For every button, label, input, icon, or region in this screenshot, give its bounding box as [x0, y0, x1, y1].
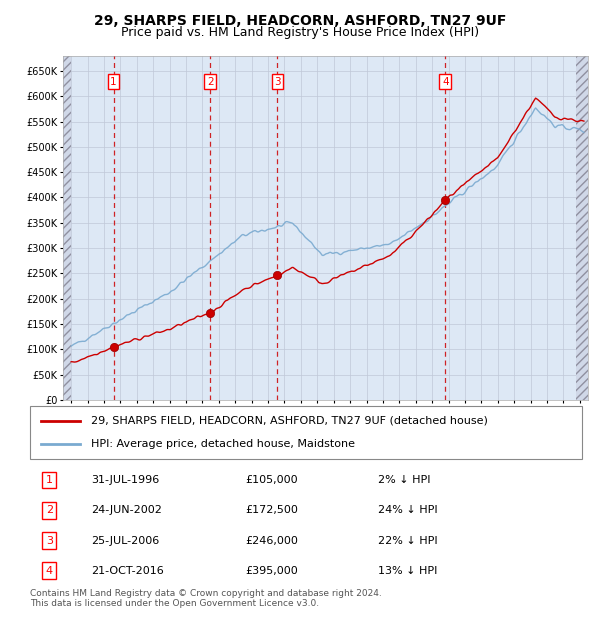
Text: 24% ↓ HPI: 24% ↓ HPI	[378, 505, 437, 515]
Text: HPI: Average price, detached house, Maidstone: HPI: Average price, detached house, Maid…	[91, 439, 355, 449]
Text: Contains HM Land Registry data © Crown copyright and database right 2024.
This d: Contains HM Land Registry data © Crown c…	[30, 589, 382, 608]
Text: 21-OCT-2016: 21-OCT-2016	[91, 566, 163, 576]
Text: 31-JUL-1996: 31-JUL-1996	[91, 475, 159, 485]
Text: 2% ↓ HPI: 2% ↓ HPI	[378, 475, 430, 485]
Text: 13% ↓ HPI: 13% ↓ HPI	[378, 566, 437, 576]
Text: 24-JUN-2002: 24-JUN-2002	[91, 505, 161, 515]
Text: £246,000: £246,000	[245, 536, 298, 546]
Text: 3: 3	[274, 77, 281, 87]
Text: Price paid vs. HM Land Registry's House Price Index (HPI): Price paid vs. HM Land Registry's House …	[121, 26, 479, 39]
Text: 2: 2	[207, 77, 214, 87]
Bar	[63, 56, 71, 400]
Text: 2: 2	[46, 505, 53, 515]
Text: £395,000: £395,000	[245, 566, 298, 576]
Text: 3: 3	[46, 536, 53, 546]
FancyBboxPatch shape	[30, 406, 582, 459]
Text: 29, SHARPS FIELD, HEADCORN, ASHFORD, TN27 9UF: 29, SHARPS FIELD, HEADCORN, ASHFORD, TN2…	[94, 14, 506, 28]
Text: 4: 4	[442, 77, 449, 87]
Text: 1: 1	[46, 475, 53, 485]
Text: 25-JUL-2006: 25-JUL-2006	[91, 536, 159, 546]
Text: 29, SHARPS FIELD, HEADCORN, ASHFORD, TN27 9UF (detached house): 29, SHARPS FIELD, HEADCORN, ASHFORD, TN2…	[91, 416, 488, 426]
Text: 1: 1	[110, 77, 117, 87]
Text: 4: 4	[46, 566, 53, 576]
Text: £105,000: £105,000	[245, 475, 298, 485]
Text: £172,500: £172,500	[245, 505, 298, 515]
Text: 22% ↓ HPI: 22% ↓ HPI	[378, 536, 437, 546]
Bar	[575, 56, 588, 400]
